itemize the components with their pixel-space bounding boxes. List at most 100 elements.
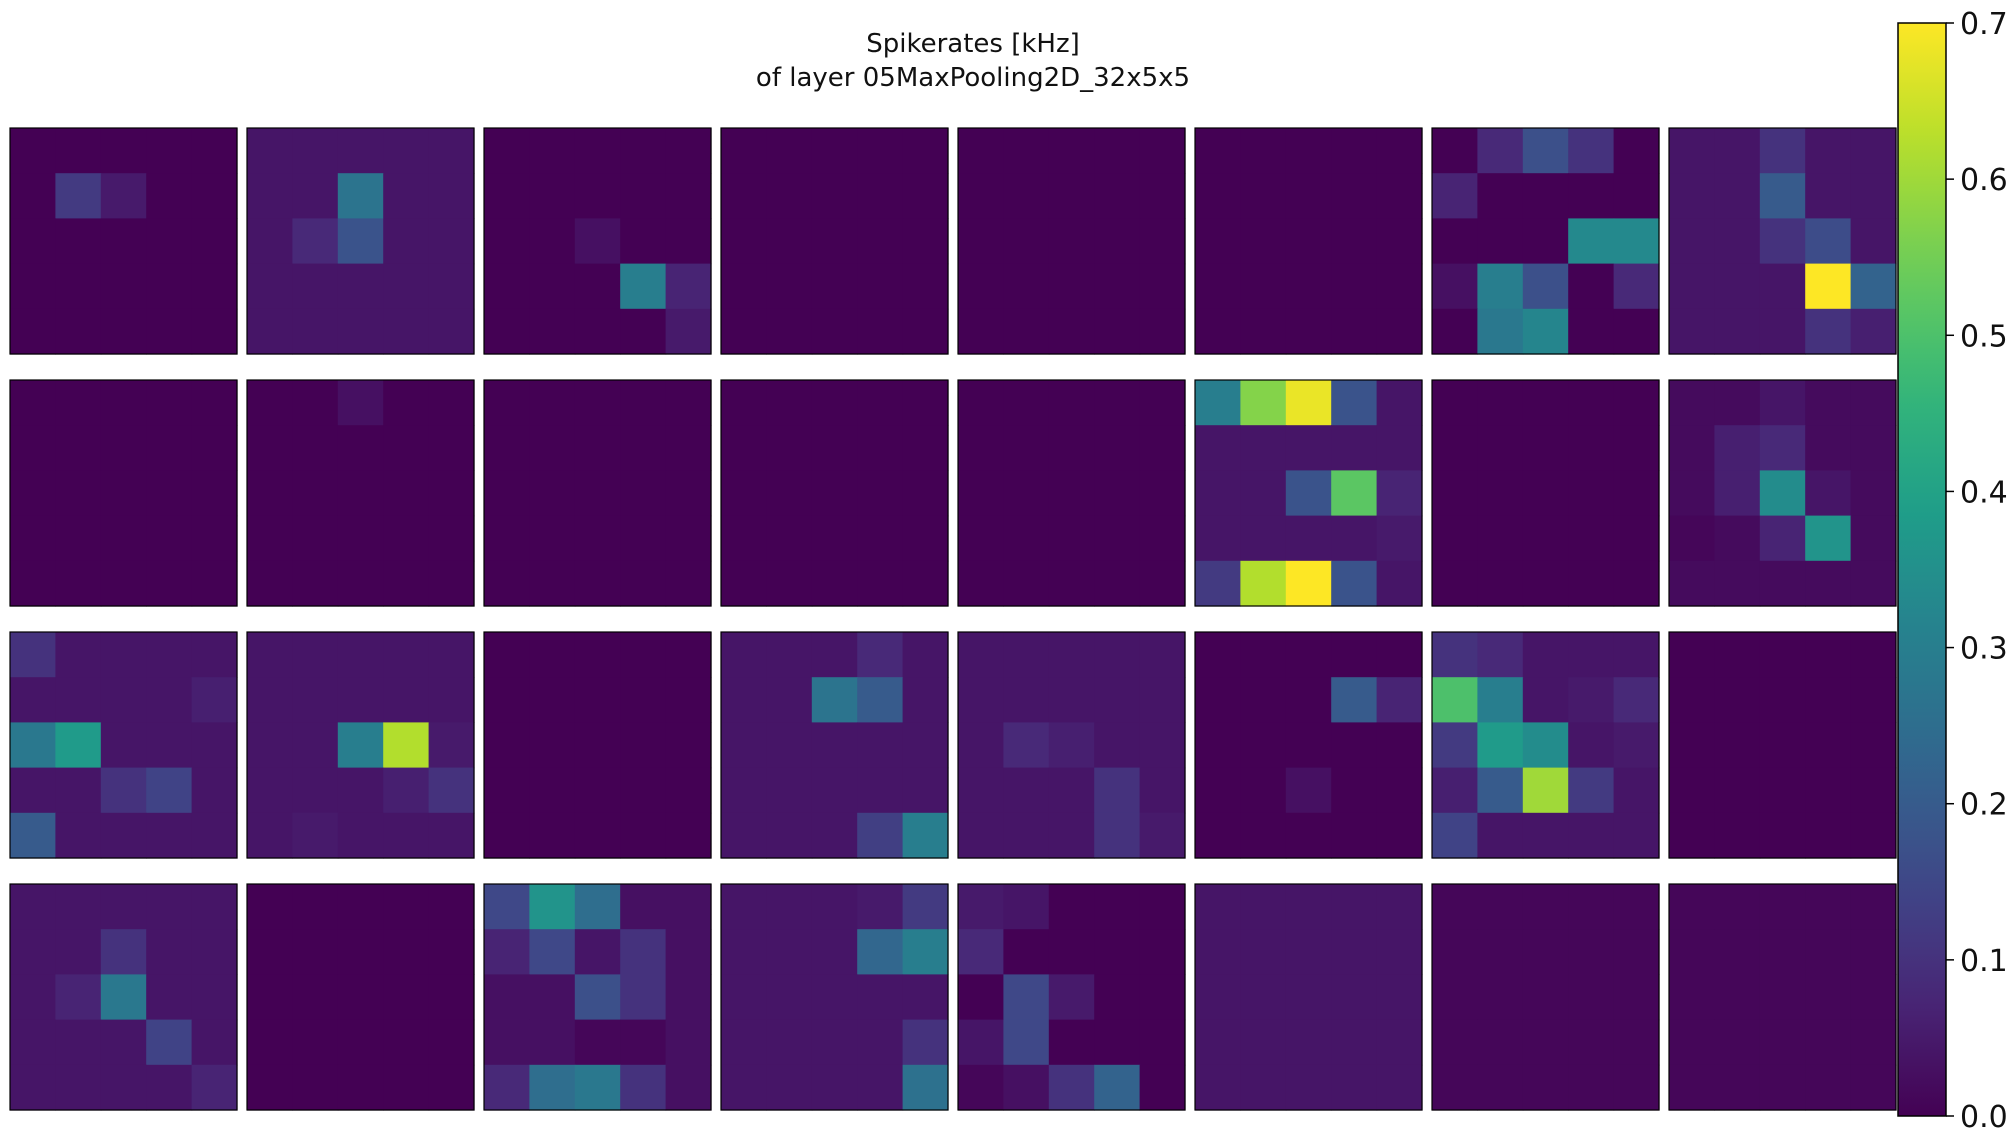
heatmap-cell <box>484 173 530 219</box>
heatmap-cell <box>857 173 904 219</box>
heatmap-cell <box>1522 677 1569 723</box>
heatmap-cell <box>1048 884 1095 930</box>
heatmap-cell <box>857 929 904 975</box>
heatmap-cell <box>620 1019 667 1066</box>
heatmap-cell <box>1139 263 1186 310</box>
heatmap-cell <box>428 632 475 678</box>
heatmap-cell <box>1714 470 1761 517</box>
heatmap-cell <box>1003 929 1050 975</box>
heatmap-cell <box>1477 128 1524 174</box>
heatmap-cell <box>1432 767 1478 814</box>
colorbar-tick-label: 0.5 <box>1960 319 2008 354</box>
heatmap-cell <box>1805 425 1852 471</box>
heatmap-cell <box>1522 632 1569 678</box>
heatmap-cell <box>1432 263 1478 310</box>
heatmap-cell <box>1003 515 1050 562</box>
panel-border <box>1194 379 1423 607</box>
heatmap-cell <box>1195 560 1241 607</box>
heatmap-cell <box>721 470 767 517</box>
heatmap-cell <box>1522 128 1569 174</box>
heatmap-cell <box>1613 677 1660 723</box>
heatmap-cell <box>146 515 193 562</box>
heatmap-cell <box>1139 1064 1186 1111</box>
heatmap-cell <box>958 470 1004 517</box>
heatmap-cell <box>958 812 1004 859</box>
heatmap-cell <box>574 767 621 814</box>
heatmap-cell <box>1613 425 1660 471</box>
heatmap-cell <box>1805 632 1852 678</box>
heatmap-cell <box>10 632 56 678</box>
colorbar-gradient <box>1897 22 1947 1117</box>
heatmap-cell <box>1613 722 1660 769</box>
heatmap-cell <box>1522 173 1569 219</box>
heatmap-cell <box>484 677 530 723</box>
heatmap-cell <box>247 263 293 310</box>
heatmap-cell <box>1139 173 1186 219</box>
heatmap-cell <box>721 884 767 930</box>
heatmap-cell <box>1850 812 1897 859</box>
heatmap-panel <box>9 883 238 1111</box>
heatmap-cell <box>292 767 339 814</box>
heatmap-cell <box>1759 677 1806 723</box>
heatmap-cell <box>1331 425 1378 471</box>
heatmap-cell <box>902 767 949 814</box>
heatmap-cell <box>1285 515 1332 562</box>
heatmap-cell <box>1613 929 1660 975</box>
colorbar-tick-label: 0.6 <box>1960 163 2008 198</box>
heatmap-cell <box>10 929 56 975</box>
heatmap-cell <box>1285 380 1332 426</box>
heatmap-cell <box>1240 263 1287 310</box>
heatmap-cell <box>484 263 530 310</box>
heatmap-cell <box>1714 884 1761 930</box>
heatmap-cell <box>1048 173 1095 219</box>
heatmap-panel <box>483 883 712 1111</box>
heatmap-cell <box>1376 1064 1423 1111</box>
heatmap-cell <box>857 1019 904 1066</box>
heatmap-cell <box>484 470 530 517</box>
heatmap-cell <box>1850 470 1897 517</box>
heatmap-cell <box>766 884 813 930</box>
heatmap-cell <box>146 560 193 607</box>
heatmap-cell <box>1195 884 1241 930</box>
heatmap-cell <box>100 884 147 930</box>
heatmap-cell <box>665 722 712 769</box>
heatmap-cell <box>811 722 858 769</box>
heatmap-cell <box>1805 767 1852 814</box>
heatmap-cell <box>1195 767 1241 814</box>
heatmap-cell <box>191 263 238 310</box>
heatmap-cell <box>529 1064 576 1111</box>
heatmap-cell <box>1850 767 1897 814</box>
heatmap-cell <box>574 128 621 174</box>
heatmap-cell <box>100 128 147 174</box>
panel-border <box>9 883 238 1111</box>
heatmap-cell <box>1048 425 1095 471</box>
heatmap-cell <box>337 128 384 174</box>
heatmap-cell <box>1850 677 1897 723</box>
heatmap-cell <box>1805 1019 1852 1066</box>
heatmap-cell <box>958 884 1004 930</box>
heatmap-cell <box>721 173 767 219</box>
heatmap-cell <box>55 767 102 814</box>
heatmap-panel <box>957 379 1186 607</box>
heatmap-cell <box>1003 308 1050 355</box>
heatmap-cell <box>811 515 858 562</box>
heatmap-cell <box>1048 812 1095 859</box>
heatmap-cell <box>1094 767 1141 814</box>
heatmap-cell <box>1805 173 1852 219</box>
heatmap-cell <box>1759 425 1806 471</box>
heatmap-cell <box>191 632 238 678</box>
heatmap-cell <box>721 974 767 1021</box>
heatmap-cell <box>1094 884 1141 930</box>
heatmap-cell <box>721 515 767 562</box>
heatmap-cell <box>1850 173 1897 219</box>
heatmap-cell <box>191 884 238 930</box>
heatmap-cell <box>1048 722 1095 769</box>
heatmap-cell <box>1759 1064 1806 1111</box>
heatmap-cell <box>1048 974 1095 1021</box>
heatmap-cell <box>766 1019 813 1066</box>
heatmap-cell <box>292 560 339 607</box>
panel-border <box>246 883 475 1111</box>
panel-border <box>9 631 238 859</box>
heatmap-cell <box>247 632 293 678</box>
heatmap-cell <box>1432 1064 1478 1111</box>
